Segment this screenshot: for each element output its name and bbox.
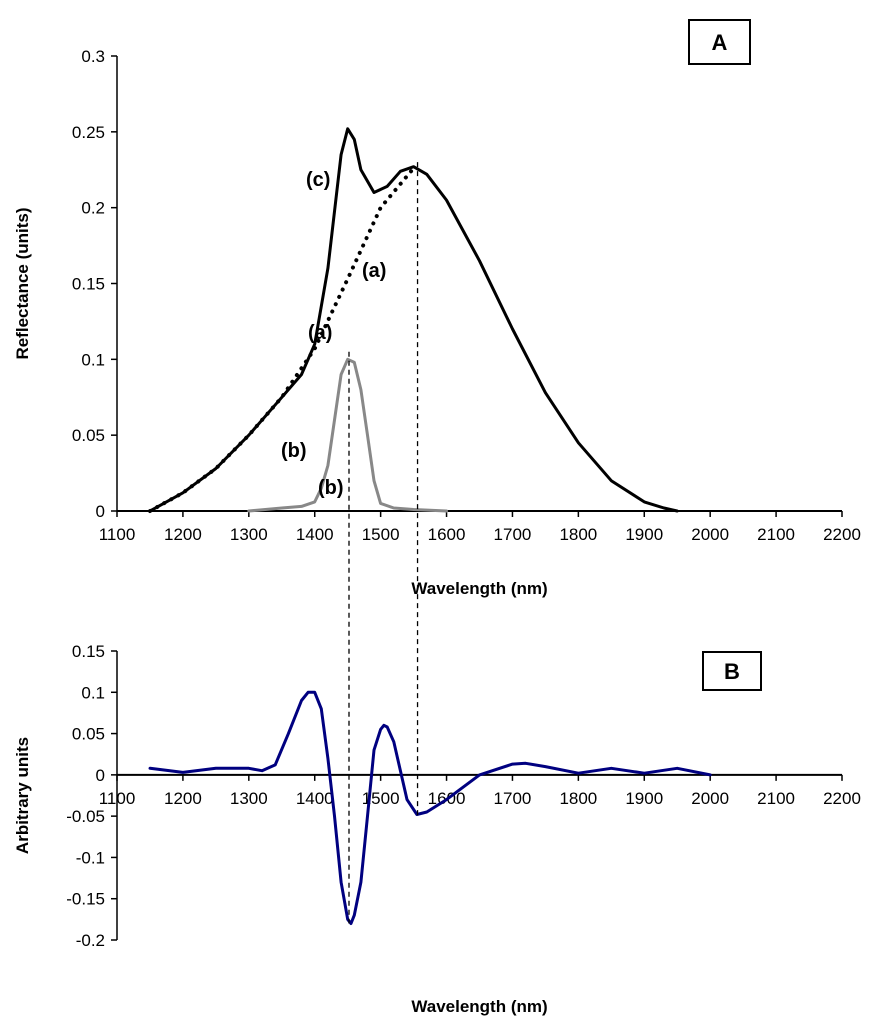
x-tick-label: 1500 [362, 525, 400, 544]
y-tick-label: -0.2 [76, 931, 105, 950]
x-tick-label: 1400 [296, 789, 334, 808]
y-tick-label: 0 [96, 766, 105, 785]
x-tick-label: 1700 [494, 789, 532, 808]
y-tick-label: 0.1 [81, 683, 105, 702]
y-tick-label: -0.1 [76, 848, 105, 867]
x-tick-label: 2000 [691, 525, 729, 544]
y-axis-title: Arbitrary units [13, 737, 32, 854]
x-tick-label: 1400 [296, 525, 334, 544]
y-tick-label: 0.15 [72, 275, 105, 294]
y-tick-label: 0.05 [72, 725, 105, 744]
y-tick-label: 0.2 [81, 199, 105, 218]
series-line-a [148, 166, 416, 513]
panel-label: A [712, 30, 728, 55]
curve-annotation: (a) [308, 322, 332, 344]
y-tick-label: -0.15 [66, 890, 105, 909]
panel-b: -0.2 -0.15 -0.1 -0.05 0 0.05 0.1 0.15 1100 1200 13… [13, 642, 861, 1016]
x-tick-label: 1200 [164, 525, 202, 544]
x-tick-label: 2000 [691, 789, 729, 808]
curve-annotation: (b) [281, 440, 307, 462]
y-tick-label: -0.05 [66, 807, 105, 826]
x-axis-title: Wavelength (nm) [411, 997, 547, 1016]
y-tick-label: 0.3 [81, 47, 105, 66]
y-tick-label: 0.25 [72, 123, 105, 142]
series-line-c [148, 127, 679, 513]
x-tick-label: 2200 [823, 789, 861, 808]
x-tick-label: 1800 [559, 525, 597, 544]
curve-annotation: (a) [362, 260, 386, 282]
y-tick-label: 0 [96, 502, 105, 521]
curve-annotation: (b) [318, 477, 344, 499]
y-tick-label: 0.15 [72, 642, 105, 661]
x-tick-label: 2200 [823, 525, 861, 544]
panel-label-box [702, 651, 762, 691]
panel-a: 0 0.05 0.1 0.15 0.2 0.25 0.3 1100 1200 1300 1400 15… [13, 19, 861, 598]
x-tick-label: 1200 [164, 789, 202, 808]
x-tick-label: 1300 [230, 789, 268, 808]
series-line-derivative [148, 690, 712, 925]
x-tick-label: 1300 [230, 525, 268, 544]
series-line-b [247, 357, 448, 513]
x-tick-label: 2100 [757, 525, 795, 544]
x-tick-label: 1700 [494, 525, 532, 544]
curve-annotation: (c) [306, 169, 330, 191]
x-tick-label: 1900 [625, 789, 663, 808]
y-tick-label: 0.05 [72, 426, 105, 445]
x-tick-label: 1100 [99, 525, 136, 544]
x-tick-label: 1100 [99, 789, 136, 808]
x-tick-label: 1900 [625, 525, 663, 544]
x-tick-label: 2100 [757, 789, 795, 808]
panel-label: B [724, 659, 740, 684]
x-tick-label: 1800 [559, 789, 597, 808]
reference-lines [348, 162, 419, 924]
x-tick-label: 1600 [428, 525, 466, 544]
y-tick-label: 0.1 [81, 350, 105, 369]
y-axis-title: Reflectance (units) [13, 207, 32, 359]
x-axis-title: Wavelength (nm) [411, 579, 547, 598]
panel-label-box [688, 19, 751, 65]
